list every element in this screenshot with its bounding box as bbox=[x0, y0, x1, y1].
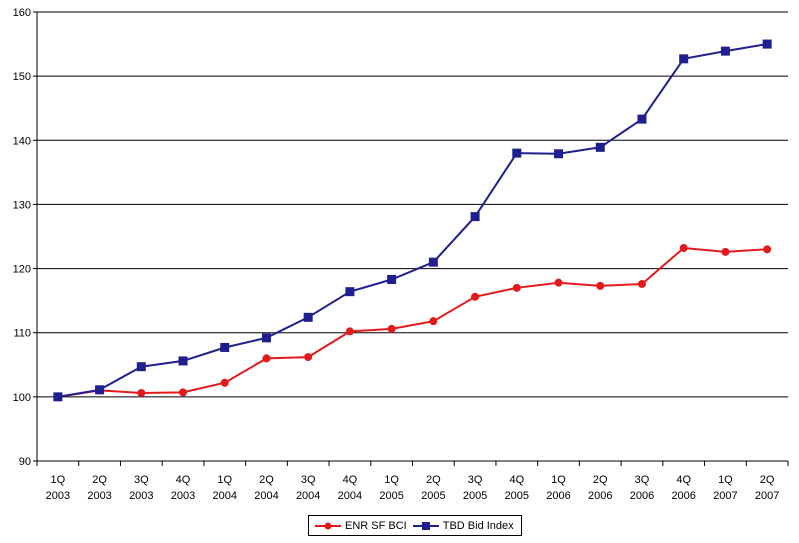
data-point bbox=[428, 257, 438, 267]
legend-swatch-enr bbox=[315, 521, 341, 531]
data-point bbox=[261, 333, 271, 343]
series-enr-sf-bci bbox=[53, 244, 772, 401]
legend-item-tbd: TBD Bid Index bbox=[412, 519, 514, 532]
gridlines bbox=[37, 11, 788, 398]
data-point bbox=[512, 148, 522, 158]
data-point bbox=[137, 389, 146, 398]
series-layer bbox=[53, 39, 772, 402]
x-tick-label-year: 2005 bbox=[463, 490, 487, 502]
data-point bbox=[554, 149, 564, 159]
series-line bbox=[57, 246, 768, 398]
x-tick-label-year: 2003 bbox=[171, 490, 195, 502]
legend-label-enr: ENR SF BCI bbox=[345, 519, 407, 532]
data-point bbox=[595, 142, 605, 152]
data-point bbox=[471, 292, 480, 301]
data-point bbox=[679, 244, 688, 253]
data-point bbox=[345, 327, 354, 336]
series-tbd-bid-index bbox=[53, 39, 772, 402]
x-tick-label-quarter: 1Q bbox=[217, 474, 232, 486]
x-tick-label-quarter: 4Q bbox=[676, 474, 691, 486]
legend: ENR SF BCI TBD Bid Index bbox=[308, 515, 522, 536]
y-axis-tick-labels: 90 100 110 120 130 140 150 160 bbox=[13, 7, 31, 468]
x-tick-label-quarter: 4Q bbox=[343, 474, 358, 486]
data-point bbox=[387, 324, 396, 333]
x-tick-label-quarter: 3Q bbox=[468, 474, 483, 486]
y-tick-label: 150 bbox=[13, 71, 31, 83]
data-point bbox=[304, 353, 313, 362]
data-point bbox=[53, 392, 63, 402]
data-point bbox=[721, 247, 730, 256]
x-tick-label-quarter: 1Q bbox=[51, 474, 66, 486]
data-point bbox=[720, 46, 730, 56]
y-tick-label: 100 bbox=[13, 392, 31, 404]
x-tick-label-year: 2004 bbox=[338, 490, 362, 502]
x-tick-label-year: 2007 bbox=[755, 490, 779, 502]
x-tick-label-year: 2006 bbox=[671, 490, 695, 502]
y-tick-label: 140 bbox=[13, 135, 31, 147]
y-tick-label: 130 bbox=[13, 199, 31, 211]
x-tick-label-year: 2004 bbox=[254, 490, 278, 502]
legend-item-enr: ENR SF BCI bbox=[315, 520, 407, 532]
y-tick-label: 160 bbox=[13, 7, 31, 19]
series-line bbox=[57, 43, 768, 398]
x-tick-label-quarter: 3Q bbox=[635, 474, 650, 486]
data-point bbox=[512, 283, 521, 292]
data-point bbox=[554, 278, 563, 287]
data-point bbox=[470, 212, 480, 222]
x-axis-tick-labels: 1Q 2003 2Q 2003 3Q 2003 4Q 2003 1Q 2004 2Q 2004 3Q 20… bbox=[46, 474, 780, 502]
data-point bbox=[303, 312, 313, 322]
x-tick-label-quarter: 1Q bbox=[551, 474, 566, 486]
axes bbox=[33, 11, 789, 466]
x-tick-label-quarter: 2Q bbox=[760, 474, 775, 486]
y-tick-label: 90 bbox=[19, 456, 31, 468]
data-point bbox=[345, 287, 355, 297]
data-point bbox=[596, 281, 605, 290]
y-tick-label: 110 bbox=[13, 328, 31, 340]
x-tick-label-year: 2005 bbox=[379, 490, 403, 502]
data-point bbox=[762, 39, 772, 49]
x-tick-label-quarter: 2Q bbox=[593, 474, 608, 486]
x-tick-label-quarter: 3Q bbox=[301, 474, 316, 486]
data-point bbox=[136, 362, 146, 372]
data-point bbox=[178, 356, 188, 366]
x-tick-label-quarter: 2Q bbox=[259, 474, 274, 486]
data-point bbox=[429, 317, 438, 326]
x-tick-label-quarter: 3Q bbox=[134, 474, 149, 486]
x-tick-label-year: 2006 bbox=[588, 490, 612, 502]
y-tick-label: 120 bbox=[13, 264, 31, 276]
x-tick-label-quarter: 1Q bbox=[384, 474, 399, 486]
x-tick-label-year: 2003 bbox=[46, 490, 70, 502]
x-tick-label-year: 2004 bbox=[296, 490, 320, 502]
x-tick-label-quarter: 2Q bbox=[426, 474, 441, 486]
x-tick-label-year: 2006 bbox=[546, 490, 570, 502]
data-point bbox=[763, 245, 772, 254]
x-tick-label-year: 2007 bbox=[713, 490, 737, 502]
data-point bbox=[637, 114, 647, 124]
legend-label-tbd: TBD Bid Index bbox=[442, 519, 514, 532]
x-tick-label-quarter: 4Q bbox=[509, 474, 524, 486]
x-tick-label-quarter: 1Q bbox=[718, 474, 733, 486]
legend-swatch-tbd bbox=[412, 521, 439, 531]
x-tick-label-year: 2003 bbox=[129, 490, 153, 502]
data-point bbox=[679, 54, 689, 64]
data-point bbox=[637, 279, 646, 288]
data-point bbox=[179, 388, 188, 397]
data-point bbox=[220, 342, 230, 352]
x-tick-label-year: 2006 bbox=[630, 490, 654, 502]
x-tick-label-quarter: 4Q bbox=[176, 474, 191, 486]
x-tick-label-year: 2005 bbox=[505, 490, 529, 502]
data-point bbox=[262, 354, 271, 363]
data-point bbox=[220, 378, 229, 387]
data-point bbox=[387, 274, 397, 284]
x-tick-label-quarter: 2Q bbox=[92, 474, 107, 486]
x-tick-label-year: 2004 bbox=[213, 490, 237, 502]
x-tick-label-year: 2003 bbox=[87, 490, 111, 502]
x-tick-label-year: 2005 bbox=[421, 490, 445, 502]
data-point bbox=[95, 385, 105, 395]
